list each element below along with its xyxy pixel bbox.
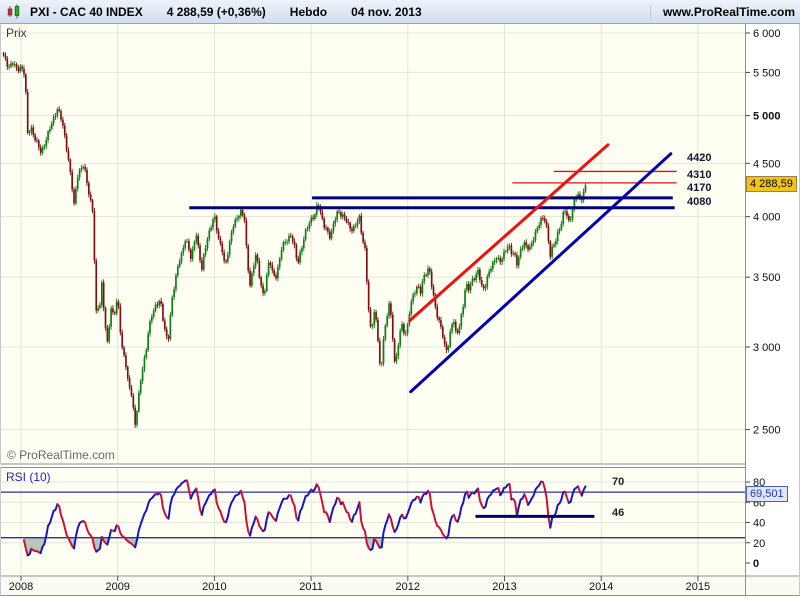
copyright-label: © ProRealTime.com xyxy=(7,448,115,462)
rsi-overbought-label: 70 xyxy=(612,476,625,488)
gridlines xyxy=(0,24,745,576)
site-link[interactable]: www.ProRealTime.com xyxy=(649,4,800,19)
time-axis-year-label: 2012 xyxy=(396,581,420,593)
rsi-plot-area[interactable] xyxy=(0,467,745,577)
rsi-axis-tick-label: 20 xyxy=(753,538,765,550)
level-label-4420: 4420 xyxy=(687,152,712,164)
price-annotations xyxy=(189,143,677,394)
rsi-axis-tick-label: 40 xyxy=(753,518,765,530)
time-axis: 2008 2009 2010 2011 2012 2013 2014 2015 xyxy=(9,576,710,593)
rsi-value-badge: 69,501 xyxy=(746,486,788,502)
level-label-4170: 4170 xyxy=(687,182,712,194)
panel-frames xyxy=(0,24,800,596)
rsi-series xyxy=(0,479,745,557)
time-axis-year-label: 2011 xyxy=(299,581,323,593)
candlestick-chart-icon xyxy=(6,4,22,19)
instrument-title: PXI - CAC 40 INDEX xyxy=(30,4,143,19)
time-axis-year-label: 2009 xyxy=(105,581,129,593)
rsi-support-label: 46 xyxy=(612,507,625,519)
price-axis-tick-label: 6 000 xyxy=(753,28,781,40)
price-axis: 6 000 5 500 5 000 4 500 4 000 3 500 3 000 2 500 xyxy=(745,28,781,437)
price-axis-tick-label: 4 500 xyxy=(753,158,781,170)
level-label-4080: 4080 xyxy=(687,196,712,208)
time-axis-year-label: 2015 xyxy=(686,581,710,593)
rsi-panel-title: RSI (10) xyxy=(6,470,51,484)
time-axis-year-label: 2010 xyxy=(202,581,226,593)
time-axis-year-label: 2008 xyxy=(9,581,33,593)
header-bar: PXI - CAC 40 INDEX 4 288,59 (+0,36%) Heb… xyxy=(0,0,800,24)
level-label-4310: 4310 xyxy=(687,169,712,181)
price-axis-tick-label: 2 500 xyxy=(753,425,781,437)
timeframe-label: Hebdo xyxy=(289,4,328,19)
rsi-axis-tick-label: 0 xyxy=(753,558,759,570)
price-plot-area[interactable] xyxy=(0,24,745,464)
price-panel-label: Prix xyxy=(6,26,27,40)
price-axis-tick-label: 5 500 xyxy=(753,67,781,79)
panel-backgrounds xyxy=(0,24,800,600)
time-axis-year-label: 2014 xyxy=(589,581,613,593)
price-axis-tick-label: 3 000 xyxy=(753,342,781,354)
date-label: 04 nov. 2013 xyxy=(351,4,422,19)
price-axis-tick-label: 3 500 xyxy=(753,272,781,284)
last-price-badge: 4 288,59 xyxy=(746,176,797,192)
time-axis-year-label: 2013 xyxy=(492,581,516,593)
price-axis-tick-label: 4 000 xyxy=(753,212,781,224)
last-quote: 4 288,59 (+0,36%) xyxy=(166,4,266,19)
price-axis-tick-label: 5 000 xyxy=(753,111,781,123)
